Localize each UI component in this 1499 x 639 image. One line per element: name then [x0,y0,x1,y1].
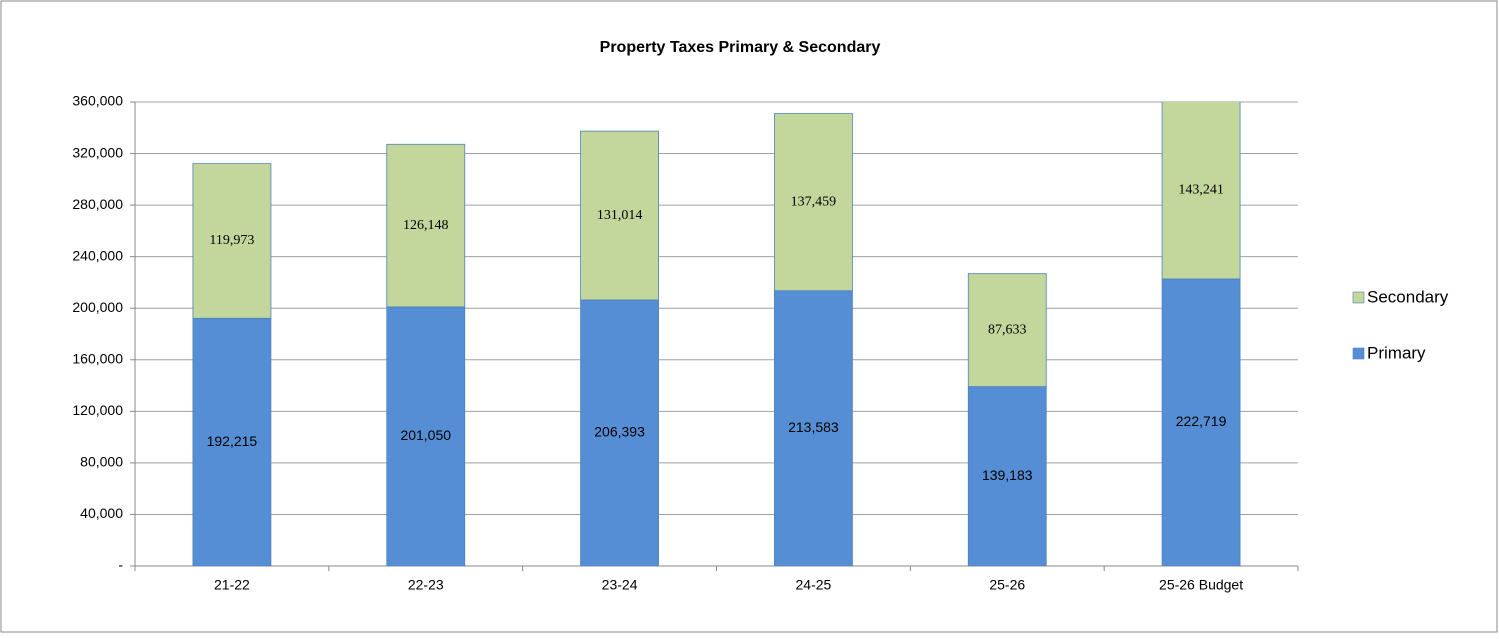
y-tick-label: 240,000 [72,247,123,263]
y-tick-label: 280,000 [72,196,123,212]
bar-segment [580,130,659,301]
y-tick-label: 40,000 [80,505,123,521]
data-label: 126,148 [403,218,449,233]
bar-segment [192,163,272,319]
data-label: 87,633 [988,322,1027,337]
bar-segment [1161,278,1241,566]
data-label: 131,014 [597,208,643,223]
bar-segment [774,290,853,566]
data-label: 222,719 [1176,413,1227,429]
data-label: 119,973 [209,233,254,248]
y-tick-label: 80,000 [80,454,123,470]
x-tick-label: 23-24 [602,577,638,593]
bar-segment [386,143,466,308]
legend-swatch [1352,347,1365,360]
chart-title: Property Taxes Primary & Secondary [600,39,881,56]
data-label: 137,459 [791,194,837,209]
y-tick-label: 120,000 [72,402,123,418]
bar-segment [580,299,659,566]
data-label: 201,050 [400,427,451,443]
data-label: 213,583 [788,419,839,435]
y-tick-label: 200,000 [72,299,123,315]
x-tick-label: 24-25 [796,577,832,593]
bar-segment [386,306,466,566]
x-tick-label: 22-23 [408,577,444,593]
y-tick-label: 360,000 [72,93,123,109]
y-tick-label: 160,000 [72,350,123,366]
bar-segment [774,113,853,292]
legend-label: Secondary [1367,287,1449,306]
x-tick-label: 25-26 [989,577,1025,593]
data-label: 143,241 [1178,183,1224,198]
data-label: 139,183 [982,467,1033,483]
y-tick-label: - [118,557,123,573]
bar-segment [967,386,1047,566]
bar-segment [192,317,272,566]
bar-segment [967,273,1047,388]
y-tick-label: 320,000 [72,144,123,160]
x-tick-label: 21-22 [214,577,250,593]
plot-area [192,102,1241,566]
x-tick-label: 25-26 Budget [1159,577,1243,593]
data-label: 206,393 [594,424,645,440]
legend-swatch [1352,291,1365,304]
data-label: 192,215 [207,433,258,449]
legend-label: Primary [1367,343,1426,362]
bar-segment [1161,102,1241,280]
